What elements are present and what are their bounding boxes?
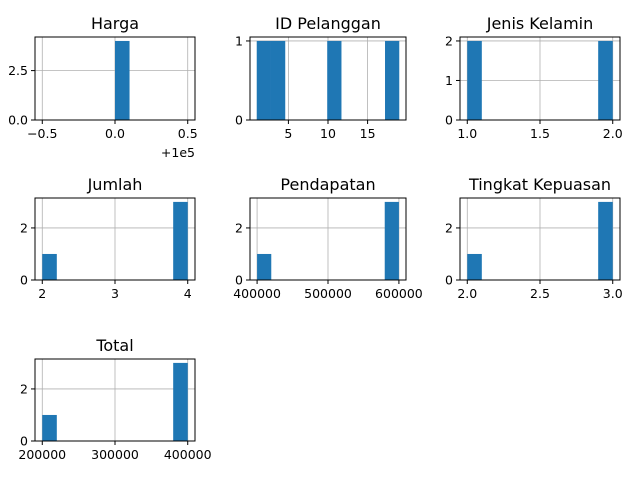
histogram-panel: 1.0 1.5 2.0 0 1 2 Jenis Kelamin [445,14,623,141]
histogram-bar [173,201,188,280]
x-tick-label: 5 [284,126,292,141]
x-tick-label: 500000 [304,286,352,301]
y-tick-label: 1 [445,73,453,88]
y-tick-label: 0 [235,273,243,288]
panel-title: Tingkat Kepuasan [468,175,611,194]
x-tick-label: 3 [111,286,119,301]
y-tick-label: 2 [235,220,243,235]
histogram-bar [598,201,613,280]
y-tick-label: 2.5 [8,63,28,78]
x-tick-label: 10 [320,126,336,141]
y-tick-label: 0 [20,273,28,288]
histogram-panel: 5 10 15 0 1 ID Pelanggan [235,14,407,141]
panel-title: ID Pelanggan [275,14,381,33]
x-tick-label: 2.0 [457,286,477,301]
y-tick-label: 2 [445,220,453,235]
x-tick-label: 400000 [233,286,281,301]
x-tick-label: 15 [360,126,376,141]
x-tick-label: 200000 [18,447,66,462]
y-tick-label: 0 [20,434,28,449]
panel-title: Total [95,336,133,355]
y-tick-label: 1 [235,33,243,48]
histogram-bar [173,362,188,441]
histogram-bar [385,40,400,121]
x-tick-label: 1.5 [530,126,550,141]
x-tick-label: 2.0 [603,126,623,141]
histogram-bar [42,414,57,441]
panel-title: Jumlah [87,175,143,194]
x-tick-label: −0.5 [27,126,57,141]
x-tick-label: 600000 [375,286,423,301]
histogram-bar [327,40,342,121]
x-tick-label: 400000 [164,447,212,462]
histogram-bar [115,40,130,121]
panel-title: Jenis Kelamin [486,14,594,33]
histogram-bar [256,40,271,121]
y-tick-label: 2 [20,220,28,235]
x-tick-label: 1.0 [457,126,477,141]
y-tick-label: 2 [445,33,453,48]
y-tick-label: 0 [445,113,453,128]
histogram-panel: 200000 300000 400000 0 2 Total [18,336,211,462]
histogram-panel: 400000 500000 600000 0 2 Pendapatan [233,175,423,301]
histogram-bar [467,253,482,280]
y-tick-label: 0 [235,113,243,128]
y-tick-label: 0 [445,273,453,288]
x-tick-label: 4 [184,286,192,301]
x-tick-label: 300000 [91,447,139,462]
x-tick-label: 2 [38,286,46,301]
histogram-bar [598,40,613,121]
x-offset-label: +1e5 [161,145,195,160]
histogram-bar [257,253,272,280]
panel-title: Pendapatan [280,175,375,194]
y-tick-label: 2 [20,381,28,396]
histogram-bar [384,201,399,280]
x-tick-label: 0.5 [178,126,198,141]
histogram-panel: 2.0 2.5 3.0 0 2 Tingkat Kepuasan [445,175,623,301]
x-tick-label: 2.5 [530,286,550,301]
histogram-bar [270,40,286,121]
x-tick-label: 3.0 [603,286,623,301]
y-tick-label: 0.0 [8,113,28,128]
panel-title: Harga [91,14,139,33]
x-tick-label: 0.0 [105,126,125,141]
histogram-bar [467,40,482,121]
histogram-bar [42,253,57,280]
